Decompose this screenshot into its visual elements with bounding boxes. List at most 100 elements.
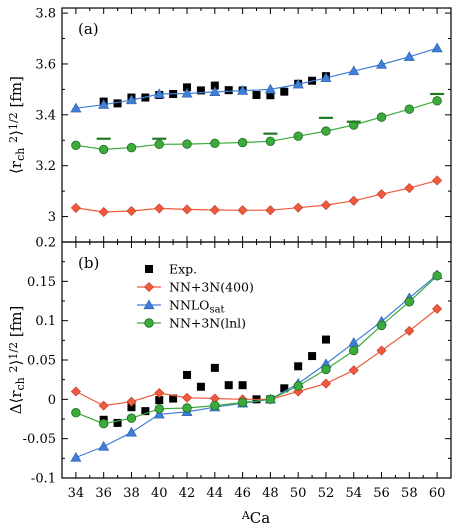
- y-tick-label: 3.4: [35, 108, 56, 123]
- data-point: [237, 205, 248, 216]
- data-point: [70, 102, 82, 113]
- x-tick-label: 38: [123, 486, 140, 501]
- x-axis-title: ACa: [241, 509, 270, 527]
- data-point: [181, 87, 193, 98]
- data-point: [126, 205, 137, 216]
- series-line: [75, 275, 438, 425]
- data-point: [266, 91, 275, 100]
- data-point: [98, 419, 109, 429]
- x-tick-label: 36: [95, 486, 112, 501]
- data-point: [431, 42, 443, 53]
- y-tick-label: 3.8: [35, 7, 56, 22]
- data-point: [320, 200, 331, 211]
- data-point: [348, 365, 359, 376]
- data-point: [113, 99, 122, 108]
- data-point: [348, 195, 359, 206]
- legend-marker: [143, 281, 155, 293]
- x-tick-label: 42: [179, 486, 196, 501]
- data-point: [293, 381, 303, 391]
- series-lnl: [71, 96, 442, 155]
- data-point: [403, 51, 415, 61]
- data-point: [265, 205, 276, 216]
- data-point: [432, 175, 443, 186]
- series-nn400: [70, 303, 443, 411]
- data-point: [196, 86, 205, 95]
- legend-label: NN+3N(400): [169, 280, 254, 295]
- plot-frame: [61, 7, 452, 243]
- series-line: [75, 47, 438, 109]
- x-tick-label: 52: [318, 486, 335, 501]
- data-point: [153, 88, 165, 99]
- data-point: [70, 386, 81, 397]
- x-tick-label: 46: [234, 486, 251, 501]
- data-point: [182, 403, 192, 413]
- data-point: [210, 81, 219, 90]
- legend-marker: [145, 265, 153, 273]
- y-tick-label: 3: [48, 210, 56, 225]
- y-tick-label: 0.1: [35, 314, 56, 329]
- data-point: [126, 396, 137, 407]
- panel-label: (b): [78, 254, 99, 272]
- data-point: [98, 144, 109, 155]
- data-point: [237, 397, 248, 408]
- series-nnlo: [70, 269, 443, 462]
- y-tick-label: 3.6: [35, 57, 56, 72]
- data-point: [113, 418, 122, 427]
- x-tick-label: 56: [373, 486, 390, 501]
- legend-marker: [143, 299, 155, 310]
- data-point: [321, 335, 330, 344]
- data-point: [154, 404, 164, 414]
- data-point: [126, 413, 137, 423]
- data-point: [320, 378, 331, 389]
- y-tick-label: 0.15: [27, 275, 56, 290]
- legend-entry-lnl: NN+3N(lnl): [137, 316, 246, 331]
- x-tick-label: 54: [345, 486, 362, 501]
- x-tick-label: 34: [68, 486, 85, 501]
- y-axis-title: Δ⟨rch 2⟩1/2 [fm]: [7, 306, 27, 415]
- x-tick-label: 48: [262, 486, 279, 501]
- data-point: [404, 325, 415, 336]
- series-exp: [99, 335, 330, 427]
- data-point: [308, 352, 317, 361]
- y-tick-label: 0.2: [35, 236, 56, 251]
- x-tick-label: 50: [290, 486, 307, 501]
- data-point: [209, 204, 220, 215]
- data-point: [349, 345, 359, 356]
- data-point: [210, 400, 220, 411]
- data-point: [98, 99, 110, 109]
- legend-entry-nn400: NN+3N(400): [137, 280, 254, 295]
- data-point: [125, 94, 137, 105]
- data-point: [98, 440, 110, 451]
- data-point: [294, 362, 303, 371]
- data-point: [280, 87, 289, 96]
- data-point: [376, 345, 387, 356]
- data-point: [209, 86, 221, 97]
- x-tick-label: 40: [151, 486, 168, 501]
- y-axis-title: ⟨rch 2⟩1/2 [fm]: [7, 76, 27, 174]
- data-point: [70, 202, 81, 213]
- data-point: [265, 136, 276, 146]
- data-point: [265, 394, 276, 405]
- data-point: [153, 408, 165, 419]
- y-tick-label: 0: [48, 393, 56, 408]
- panel-label: (a): [78, 20, 99, 38]
- x-tick-label: 44: [207, 486, 224, 501]
- data-point: [127, 403, 136, 412]
- data-point: [196, 382, 205, 391]
- data-point: [404, 297, 415, 307]
- data-point: [182, 139, 192, 149]
- data-point: [183, 370, 192, 379]
- data-point: [154, 388, 165, 399]
- data-point: [264, 83, 276, 94]
- data-point: [321, 126, 331, 136]
- data-point: [237, 85, 249, 95]
- data-point: [376, 112, 387, 122]
- x-axis: 34 36 38 40 42 44 46 48 50 52 54 56 58 60 ACa: [68, 486, 446, 527]
- data-point: [432, 303, 443, 314]
- data-point: [432, 271, 442, 281]
- data-point: [252, 90, 261, 99]
- data-point: [237, 137, 248, 148]
- y-tick-label: 0.05: [27, 354, 56, 369]
- plot-frame: [61, 241, 452, 479]
- x-tick-label: 58: [401, 486, 418, 501]
